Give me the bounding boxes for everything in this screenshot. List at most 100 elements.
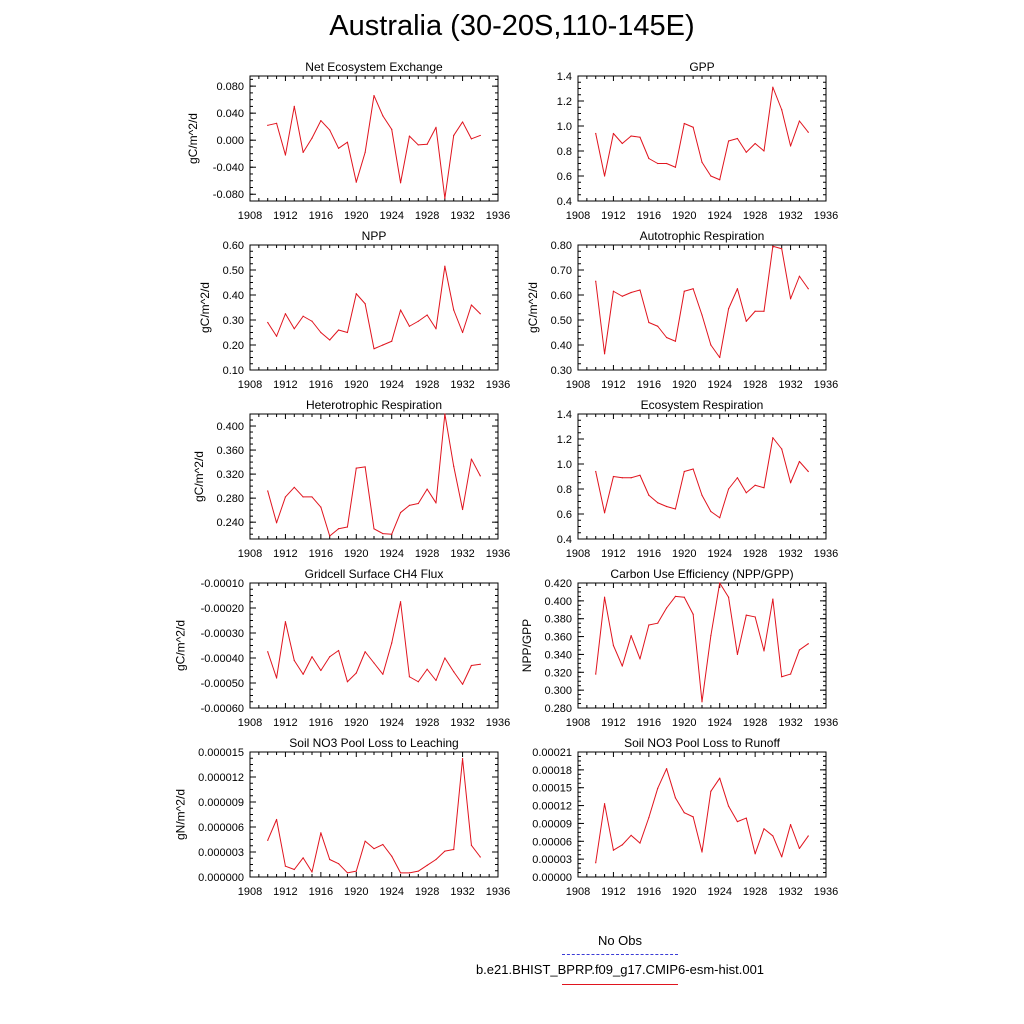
data-point — [781, 109, 783, 111]
data-point — [329, 339, 331, 341]
data-point — [807, 643, 809, 645]
data-point — [311, 496, 313, 498]
x-tick-label: 1912 — [601, 886, 625, 898]
plot-frame — [249, 582, 499, 709]
data-point — [772, 245, 774, 247]
series-line — [267, 601, 481, 685]
data-point — [346, 331, 349, 334]
y-axis-label: gN/m^2/d — [173, 789, 187, 840]
y-tick-label: 0.8 — [557, 484, 572, 496]
data-point — [772, 835, 774, 837]
data-point — [320, 331, 322, 334]
data-point — [754, 484, 756, 486]
y-tick-label: 0.00006 — [532, 836, 572, 848]
data-point — [719, 582, 721, 584]
series-line — [595, 437, 809, 519]
data-point — [329, 535, 331, 537]
series-line — [595, 768, 809, 863]
data-point — [683, 470, 685, 473]
data-point — [745, 151, 747, 153]
data-point — [444, 413, 446, 415]
data-point — [789, 145, 792, 147]
data-point — [701, 701, 703, 703]
data-point — [736, 821, 739, 823]
x-tick-label: 1924 — [707, 210, 731, 222]
data-point — [665, 336, 668, 339]
x-tick-label: 1908 — [238, 210, 262, 222]
y-tick-label: 0.6 — [557, 171, 572, 183]
data-point — [417, 681, 419, 683]
data-point — [621, 844, 623, 846]
x-tick-label: 1932 — [778, 548, 802, 560]
x-tick-label: 1916 — [309, 886, 333, 898]
x-tick-label: 1908 — [566, 379, 590, 391]
y-tick-label: 0.000006 — [198, 822, 244, 834]
x-tick-label: 1912 — [601, 717, 625, 729]
data-point — [284, 865, 287, 867]
data-point — [364, 466, 366, 468]
x-tick-label: 1936 — [486, 717, 510, 729]
series-line — [595, 245, 809, 358]
x-tick-label: 1908 — [238, 717, 262, 729]
y-tick-label: 0.320 — [216, 469, 244, 481]
x-tick-label: 1932 — [778, 717, 802, 729]
x-tick-label: 1928 — [743, 210, 767, 222]
data-point — [444, 850, 446, 852]
data-point — [293, 486, 295, 488]
data-point — [772, 86, 774, 88]
data-point — [754, 142, 756, 145]
x-tick-label: 1928 — [743, 886, 767, 898]
data-point — [267, 321, 269, 324]
data-point — [461, 121, 464, 123]
data-point — [692, 613, 694, 615]
y-tick-label: 1.0 — [557, 121, 572, 133]
data-point — [665, 162, 668, 165]
x-tick-label: 1936 — [486, 886, 510, 898]
x-tick-label: 1932 — [450, 717, 474, 729]
x-tick-label: 1928 — [743, 548, 767, 560]
data-point — [754, 616, 756, 618]
data-point — [674, 797, 677, 799]
data-point — [267, 839, 269, 841]
data-point — [417, 870, 419, 872]
data-point — [665, 607, 668, 609]
y-axis-label: gC/m^2/d — [198, 282, 212, 333]
chart-panel-2: 1908 1912 1916 1920 1924 1928 1932 1936 0.4 0.6 0.… — [557, 60, 839, 222]
data-point — [355, 181, 357, 183]
data-point — [320, 832, 322, 834]
data-point — [435, 126, 437, 128]
plot-frame — [249, 75, 499, 202]
data-point — [435, 858, 437, 861]
data-point — [302, 315, 304, 317]
data-point — [603, 353, 606, 355]
y-tick-label: 0.4 — [557, 196, 572, 208]
chart-panel-9: 1908 1912 1916 1920 1924 1928 1932 1936 0.000000… — [173, 736, 510, 898]
data-point — [612, 849, 615, 851]
x-tick-label: 1936 — [814, 886, 838, 898]
data-point — [781, 248, 783, 250]
data-point — [337, 329, 340, 331]
data-point — [763, 150, 765, 152]
data-point — [408, 135, 411, 137]
y-tick-label: 0.30 — [223, 315, 244, 327]
x-tick-label: 1916 — [637, 717, 661, 729]
y-tick-label: 0.10 — [223, 365, 244, 377]
data-point — [772, 598, 774, 600]
data-point — [719, 777, 721, 779]
data-point — [479, 663, 481, 665]
x-tick-label: 1920 — [672, 210, 696, 222]
data-point — [674, 595, 677, 597]
data-point — [612, 475, 615, 478]
y-tick-label: 0.340 — [544, 649, 572, 661]
data-point — [763, 650, 765, 652]
data-point — [284, 154, 287, 156]
data-point — [710, 175, 712, 177]
x-tick-label: 1924 — [379, 379, 403, 391]
data-point — [648, 624, 650, 626]
y-tick-label: -0.040 — [213, 162, 244, 174]
data-point — [391, 533, 393, 535]
data-point — [337, 528, 340, 530]
data-point — [807, 288, 809, 290]
y-axis-label: gC/m^2/d — [192, 451, 206, 502]
data-point — [807, 131, 809, 133]
